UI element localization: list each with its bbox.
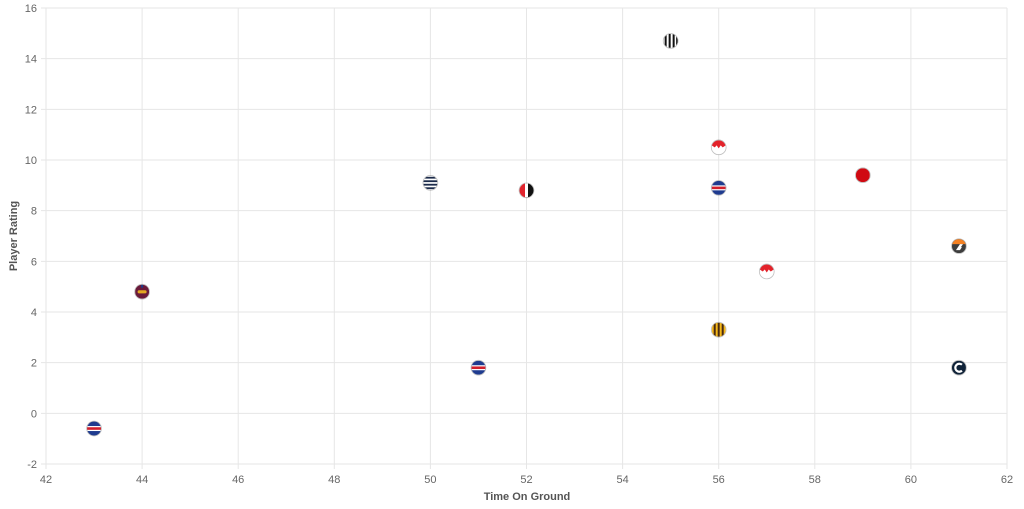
- x-tick-label: 56: [713, 474, 725, 486]
- x-tick-label: 48: [328, 474, 340, 486]
- x-tick-label: 54: [616, 474, 628, 486]
- data-point-red-white-chevron-icon[interactable]: [710, 139, 727, 156]
- grid-lines: [41, 7, 1008, 469]
- y-tick-label: 14: [25, 54, 37, 66]
- y-tick-label: 16: [25, 3, 37, 15]
- data-point-blue-red-stripes-icon[interactable]: [86, 420, 102, 437]
- y-tick-label: 8: [31, 206, 37, 218]
- x-tick-label: 44: [136, 474, 148, 486]
- data-point-brown-gold-stripes-icon[interactable]: [710, 321, 727, 338]
- data-point-red-solid-icon[interactable]: [855, 167, 871, 183]
- y-tick-label: 4: [31, 307, 37, 319]
- x-tick-label: 52: [520, 474, 532, 486]
- x-tick-label: 42: [40, 474, 52, 486]
- x-tick-label: 50: [424, 474, 436, 486]
- x-tick-label: 58: [809, 474, 821, 486]
- x-tick-label: 60: [905, 474, 917, 486]
- x-tick-label: 62: [1001, 474, 1013, 486]
- y-tick-label: 12: [25, 104, 37, 116]
- y-tick-labels: -2 0 2 4 6 8 10 12 14 16: [25, 3, 37, 471]
- data-point-red-black-split-icon[interactable]: [518, 182, 535, 199]
- y-axis-title: Player Rating: [8, 201, 20, 271]
- data-point-red-white-chevron-icon[interactable]: [758, 263, 775, 280]
- y-tick-label: -2: [27, 459, 37, 471]
- data-points: [86, 33, 967, 437]
- y-tick-label: 6: [31, 256, 37, 268]
- x-tick-label: 46: [232, 474, 244, 486]
- data-point-black-white-stripes-icon[interactable]: [662, 33, 679, 49]
- data-point-blue-red-stripes-icon[interactable]: [470, 359, 487, 376]
- x-axis-title: Time On Ground: [484, 491, 571, 503]
- data-point-maroon-lion-icon[interactable]: [134, 283, 150, 300]
- data-point-blue-red-stripes-icon[interactable]: [710, 180, 727, 196]
- y-tick-label: 0: [31, 408, 37, 420]
- data-point-navy-c-icon[interactable]: [951, 359, 967, 376]
- y-tick-label: 2: [31, 358, 37, 370]
- x-tick-labels: 42 44 46 48 50 52 54 56 58 60 62: [40, 474, 1013, 486]
- data-point-orange-charcoal-g-icon[interactable]: [951, 238, 967, 254]
- y-tick-label: 10: [25, 155, 37, 167]
- data-point-navy-white-hoops-icon[interactable]: [422, 175, 439, 191]
